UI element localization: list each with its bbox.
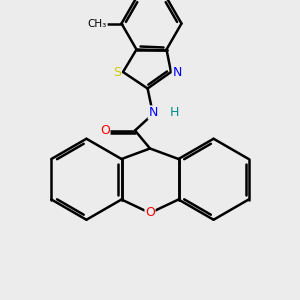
Text: N: N: [172, 65, 182, 79]
Text: N: N: [148, 106, 158, 119]
Text: S: S: [113, 65, 121, 79]
Text: H: H: [169, 106, 179, 119]
Text: O: O: [145, 206, 155, 220]
Text: CH₃: CH₃: [88, 19, 107, 28]
Text: O: O: [100, 124, 110, 137]
